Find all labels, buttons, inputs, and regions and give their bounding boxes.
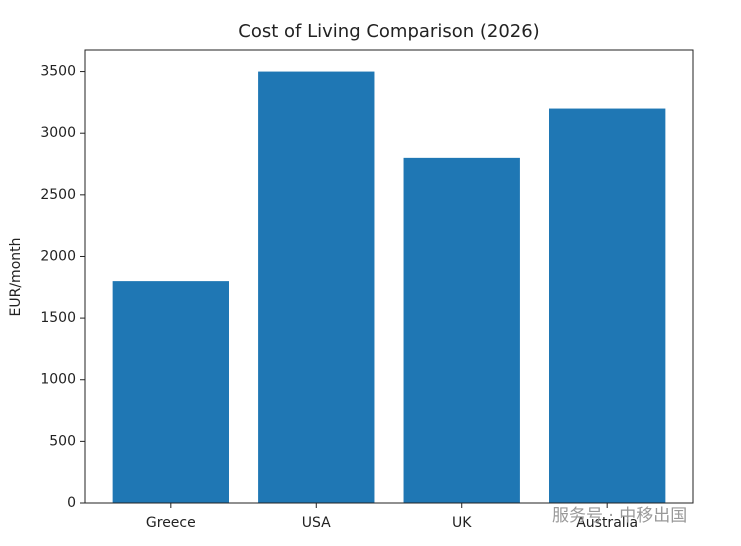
watermark: 服务号 · 中移出国 — [552, 506, 687, 526]
y-tick-label: 3000 — [40, 125, 76, 141]
x-tick-label: USA — [302, 515, 331, 531]
y-tick-label: 0 — [67, 495, 76, 511]
plot-area: 0 500 1000 1500 2000 2500 3000 3500 Greece USA UK A… — [40, 64, 666, 531]
x-tick-label: UK — [452, 515, 472, 531]
y-tick-label: 1500 — [40, 310, 76, 326]
y-tick-label: 3500 — [40, 64, 76, 80]
y-tick-label: 500 — [49, 433, 76, 449]
bar — [258, 71, 375, 504]
bar — [112, 281, 229, 503]
y-tick-label: 1000 — [40, 372, 76, 388]
y-tick-label: 2500 — [40, 187, 76, 203]
x-tick-label: Australia — [576, 515, 638, 531]
y-tick-label: 2000 — [40, 248, 76, 264]
x-tick-label: Greece — [146, 515, 196, 531]
bar — [549, 108, 666, 503]
axes-frame — [84, 49, 694, 504]
y-axis-label: EUR/month — [8, 238, 24, 317]
bar — [403, 157, 520, 503]
chart-title: Cost of Living Comparison (2026) — [238, 21, 539, 42]
